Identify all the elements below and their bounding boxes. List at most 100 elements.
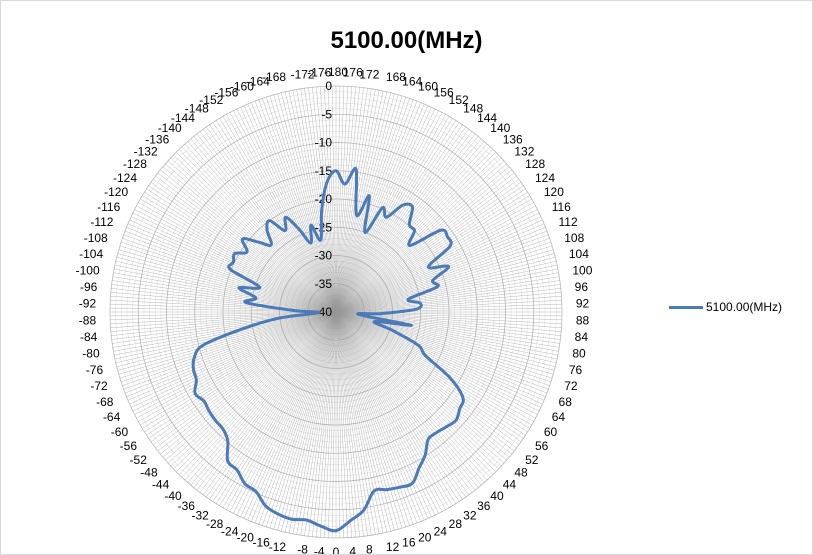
legend: 5100.00(MHz) bbox=[669, 300, 782, 314]
grid-spoke bbox=[335, 249, 554, 313]
angle-tick-label: -28 bbox=[206, 517, 224, 531]
grid-spoke bbox=[335, 311, 545, 401]
angle-tick-label: 148 bbox=[463, 101, 483, 115]
data-point bbox=[409, 324, 413, 327]
angle-tick-label: 92 bbox=[576, 297, 590, 311]
grid-spoke bbox=[335, 311, 456, 504]
angle-tick-label: 164 bbox=[402, 74, 422, 88]
grid-spoke bbox=[335, 154, 499, 313]
grid-spoke bbox=[323, 86, 337, 313]
grid-spoke bbox=[160, 169, 337, 313]
grid-spoke bbox=[335, 175, 517, 313]
angle-tick-label: -172 bbox=[291, 67, 315, 81]
grid-spoke bbox=[178, 311, 337, 475]
grid-spoke bbox=[335, 311, 446, 510]
angle-tick-label: -84 bbox=[80, 330, 98, 344]
grid-spoke bbox=[281, 311, 337, 532]
grid-spoke bbox=[178, 149, 337, 313]
angle-tick-label: 52 bbox=[525, 453, 539, 467]
angle-tick-label: 48 bbox=[514, 466, 528, 480]
grid-spoke bbox=[331, 86, 337, 313]
grid-spoke bbox=[124, 311, 337, 394]
angle-tick-label: 12 bbox=[386, 540, 400, 554]
grid-spoke bbox=[335, 241, 551, 313]
grid-spoke bbox=[335, 198, 532, 313]
angle-tick-label: -136 bbox=[145, 132, 169, 146]
grid-spoke bbox=[335, 102, 421, 313]
grid-spoke bbox=[335, 311, 403, 529]
grid-spoke bbox=[199, 311, 337, 493]
data-point bbox=[192, 368, 195, 371]
angle-tick-label: 80 bbox=[572, 347, 586, 361]
angle-tick-label: 112 bbox=[559, 215, 578, 229]
grid-spoke bbox=[335, 311, 551, 383]
grid-spoke bbox=[335, 124, 463, 313]
grid-spoke bbox=[184, 143, 337, 313]
angle-tick-label: -132 bbox=[134, 144, 158, 158]
data-point bbox=[435, 431, 439, 434]
grid-spoke bbox=[281, 92, 337, 313]
grid-spoke bbox=[219, 118, 337, 313]
grid-spoke bbox=[131, 311, 337, 408]
grid-spoke bbox=[138, 202, 337, 313]
grid-spoke bbox=[335, 86, 356, 313]
data-point bbox=[268, 219, 271, 222]
grid-spoke bbox=[157, 311, 337, 452]
grid-spoke bbox=[335, 311, 384, 534]
angle-tick-label: 168 bbox=[386, 70, 406, 84]
grid-spoke bbox=[273, 94, 337, 313]
grid-spoke bbox=[335, 152, 496, 313]
angle-tick-label: -96 bbox=[80, 280, 98, 294]
grid-spoke bbox=[284, 91, 337, 313]
data-point bbox=[214, 419, 217, 422]
grid-spoke bbox=[296, 89, 337, 313]
grid-spoke bbox=[140, 198, 337, 313]
angle-tick-label: 64 bbox=[552, 410, 566, 424]
angle-tick-label: 28 bbox=[449, 517, 463, 531]
grid-spoke bbox=[121, 311, 337, 383]
data-point bbox=[445, 425, 448, 428]
angle-tick-label: 152 bbox=[449, 93, 469, 107]
data-point bbox=[454, 418, 458, 422]
grid-spoke bbox=[300, 311, 337, 536]
grid-spoke bbox=[335, 136, 479, 313]
data-point bbox=[385, 488, 389, 491]
angle-tick-label: 132 bbox=[514, 144, 534, 158]
grid-spoke bbox=[335, 311, 463, 500]
grid-spoke bbox=[167, 311, 337, 464]
grid-spoke bbox=[335, 311, 499, 470]
grid-spoke bbox=[335, 311, 522, 442]
grid-spoke bbox=[335, 311, 391, 532]
grid-spoke bbox=[296, 311, 337, 535]
grid-spoke bbox=[247, 311, 337, 521]
angle-tick-label: -144 bbox=[171, 111, 195, 125]
grid-spoke bbox=[117, 311, 337, 371]
radial-tick-label: -10 bbox=[315, 136, 333, 150]
grid-spoke bbox=[316, 311, 337, 538]
angle-tick-label: -60 bbox=[111, 425, 129, 439]
data-point bbox=[411, 482, 414, 485]
grid-spoke bbox=[335, 311, 395, 531]
data-point bbox=[334, 529, 338, 532]
grid-spoke bbox=[110, 311, 337, 321]
grid-spoke bbox=[127, 223, 337, 313]
grid-spoke bbox=[335, 311, 540, 412]
grid-spoke bbox=[190, 138, 337, 313]
grid-spoke bbox=[335, 311, 519, 445]
legend-swatch bbox=[669, 305, 703, 309]
angle-tick-label: -100 bbox=[76, 263, 100, 277]
angle-tick-label: -40 bbox=[164, 489, 182, 503]
grid-spoke bbox=[335, 88, 372, 313]
grid-spoke bbox=[335, 311, 466, 498]
grid-spoke bbox=[123, 311, 337, 390]
radial-tick-label: 0 bbox=[325, 79, 332, 93]
grid-spoke bbox=[146, 188, 337, 313]
angle-tick-label: 16 bbox=[402, 536, 416, 550]
data-point bbox=[417, 344, 420, 347]
grid-spoke bbox=[335, 257, 556, 313]
grid-spoke bbox=[116, 257, 337, 313]
grid-spoke bbox=[122, 238, 337, 313]
data-point bbox=[401, 203, 404, 207]
